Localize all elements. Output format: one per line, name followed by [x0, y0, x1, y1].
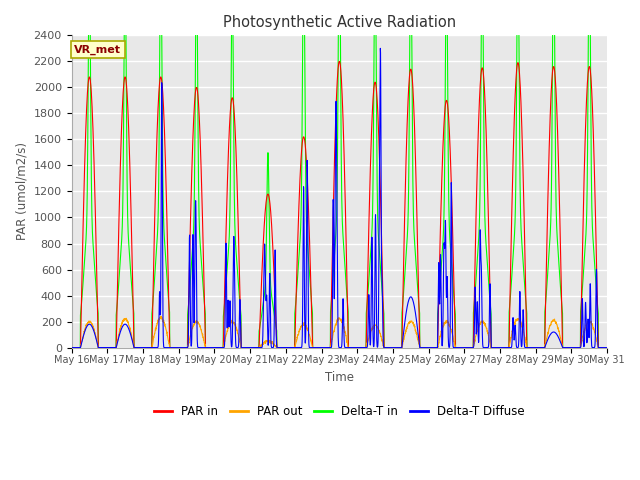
- Y-axis label: PAR (umol/m2/s): PAR (umol/m2/s): [15, 143, 28, 240]
- Title: Photosynthetic Active Radiation: Photosynthetic Active Radiation: [223, 15, 456, 30]
- Legend: PAR in, PAR out, Delta-T in, Delta-T Diffuse: PAR in, PAR out, Delta-T in, Delta-T Dif…: [149, 400, 529, 423]
- X-axis label: Time: Time: [325, 371, 354, 384]
- Text: VR_met: VR_met: [74, 45, 121, 55]
